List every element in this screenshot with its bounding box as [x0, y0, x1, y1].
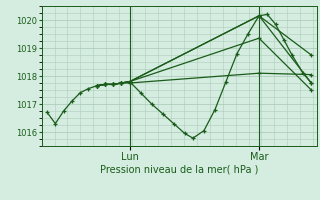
- X-axis label: Pression niveau de la mer( hPa ): Pression niveau de la mer( hPa ): [100, 164, 258, 174]
